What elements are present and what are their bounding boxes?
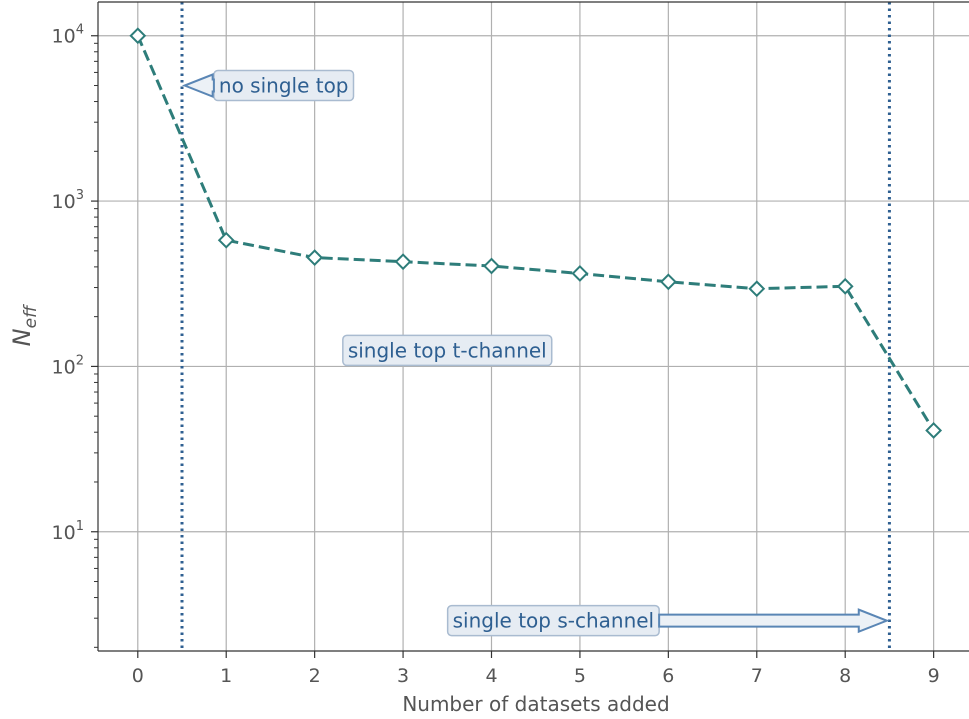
vertical-markers: [180, 2, 891, 651]
x-tick-label: 2: [309, 665, 321, 687]
y-tick-label: 101: [52, 519, 84, 544]
y-tick-label: 103: [52, 188, 84, 213]
x-tick-label: 6: [662, 665, 674, 687]
x-tick-label: 7: [751, 665, 763, 687]
data-point: [394, 253, 412, 271]
x-tick-label: 4: [485, 665, 497, 687]
x-tick-label: 8: [839, 665, 851, 687]
annotation: no single top: [181, 69, 355, 102]
grid-layer: [98, 2, 969, 651]
axes: [91, 1, 969, 658]
annotation: single top t-channel: [342, 334, 553, 367]
y-tick-label: 104: [52, 23, 84, 48]
y-axis-label: Neff: [8, 304, 41, 346]
annotations: no single top single top t-channel single …: [181, 69, 890, 637]
annotation-text: no single top: [219, 74, 349, 98]
x-tick-label: 9: [928, 665, 940, 687]
data-point: [836, 277, 854, 295]
annotation-text: single top t-channel: [348, 338, 547, 362]
annotation-text: single top s-channel: [453, 609, 654, 633]
data-point: [659, 273, 677, 291]
tick-labels: 0 1 2 3 4 5 6 7 8 9 101 102 103 104: [52, 23, 940, 687]
x-tick-label: 0: [132, 665, 144, 687]
y-tick-label: 102: [52, 353, 84, 378]
annotation: single top s-channel: [446, 604, 890, 637]
annotation-arrow: [658, 608, 890, 634]
series-neff: [129, 27, 943, 439]
data-point: [129, 27, 147, 45]
data-point: [748, 280, 766, 298]
x-axis-label: Number of datasets added: [402, 692, 669, 716]
series-line: [136, 35, 935, 432]
data-point: [217, 231, 235, 249]
data-point: [483, 257, 500, 275]
y-axis-label-sub: eff: [21, 304, 41, 328]
data-point: [571, 265, 589, 282]
data-point: [925, 422, 943, 439]
x-tick-label: 5: [574, 665, 586, 687]
x-tick-label: 1: [220, 665, 232, 687]
data-point: [306, 249, 324, 267]
y-axis-label-main: N: [8, 328, 36, 346]
x-tick-label: 3: [397, 665, 409, 687]
annotation-arrow: [181, 73, 215, 98]
annotation-box: [342, 334, 553, 367]
